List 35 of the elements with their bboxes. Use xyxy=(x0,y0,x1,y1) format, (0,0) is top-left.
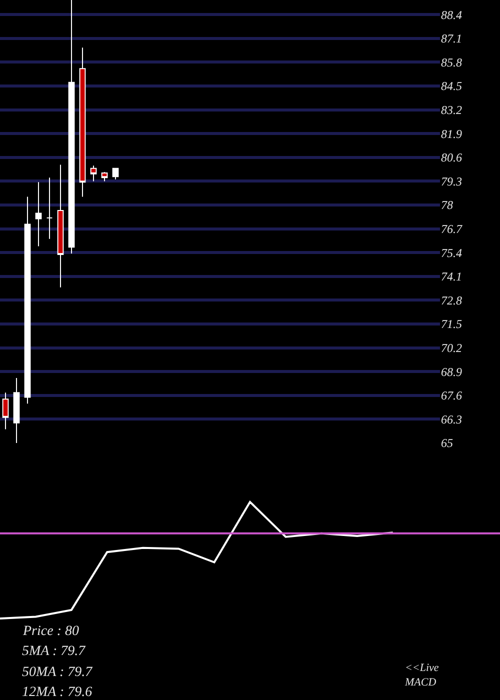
y-tick-label: 75.4 xyxy=(441,246,462,260)
candlestick xyxy=(90,165,97,182)
y-tick-label: 76.7 xyxy=(441,222,463,236)
candlestick xyxy=(46,177,53,240)
y-tick-label: 79.3 xyxy=(441,174,462,188)
text: 12MA : 79.6 xyxy=(22,685,92,700)
y-tick-label: 88.4 xyxy=(441,8,462,22)
text: Price : 80 xyxy=(22,624,79,639)
y-tick-label: 84.5 xyxy=(441,79,462,94)
y-tick-label: 67.6 xyxy=(441,388,462,403)
y-tick-label: 74.1 xyxy=(441,270,462,284)
y-tick-label: 85.8 xyxy=(441,55,462,70)
y-tick-label: 65 xyxy=(441,436,453,450)
y-tick-label: 83.2 xyxy=(441,103,462,118)
y-tick-label: 71.5 xyxy=(441,317,462,332)
text: 50MA : 79.7 xyxy=(22,665,94,680)
y-tick-label: 80.6 xyxy=(441,150,462,165)
y-tick-label: 87.1 xyxy=(441,32,462,46)
y-tick-label: 72.8 xyxy=(441,293,462,308)
candlestick xyxy=(68,0,75,254)
candlestick xyxy=(112,168,119,180)
y-tick-label: 66.3 xyxy=(441,412,462,426)
candlestick xyxy=(2,392,9,430)
text: <<Live MACD xyxy=(404,662,439,688)
candlestick xyxy=(79,47,86,198)
candlestick xyxy=(35,182,42,247)
y-tick-label: 78 xyxy=(441,198,453,212)
y-tick-label: 81.9 xyxy=(441,126,462,141)
candlestick xyxy=(101,172,108,182)
candlestick xyxy=(13,378,20,443)
y-tick-label: 68.9 xyxy=(441,364,462,379)
text: 5MA : 79.7 xyxy=(22,644,86,659)
candlestick xyxy=(24,196,31,404)
y-tick-label: 70.2 xyxy=(441,341,462,356)
candlestick xyxy=(57,164,64,288)
